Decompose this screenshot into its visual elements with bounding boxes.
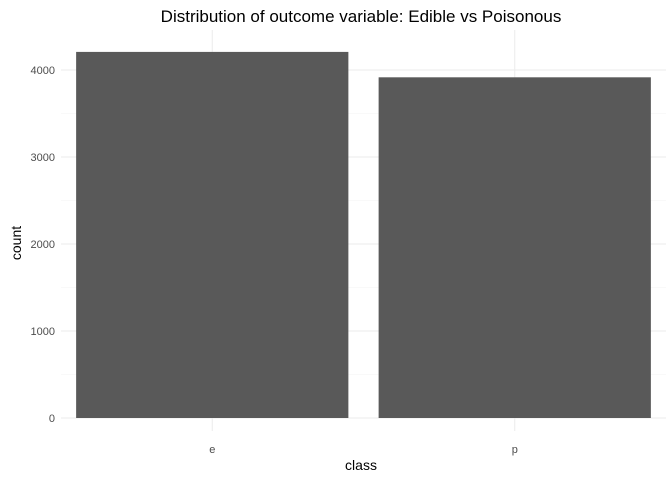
y-tick-label: 3000 [31, 152, 55, 164]
y-axis-ticks: 0 1000 2000 3000 4000 [31, 65, 55, 425]
x-tick-label: p [512, 444, 518, 456]
y-tick-label: 2000 [31, 239, 55, 251]
x-axis-title: class [345, 457, 377, 473]
y-tick-label: 1000 [31, 326, 55, 338]
chart-title: Distribution of outcome variable: Edible… [161, 7, 562, 26]
y-tick-label: 4000 [31, 65, 55, 77]
y-axis-title: count [8, 226, 24, 260]
bar-p [378, 77, 651, 419]
bars [76, 51, 651, 419]
bar-e [76, 51, 349, 419]
x-tick-label: e [209, 444, 215, 456]
y-tick-label: 0 [49, 413, 55, 425]
